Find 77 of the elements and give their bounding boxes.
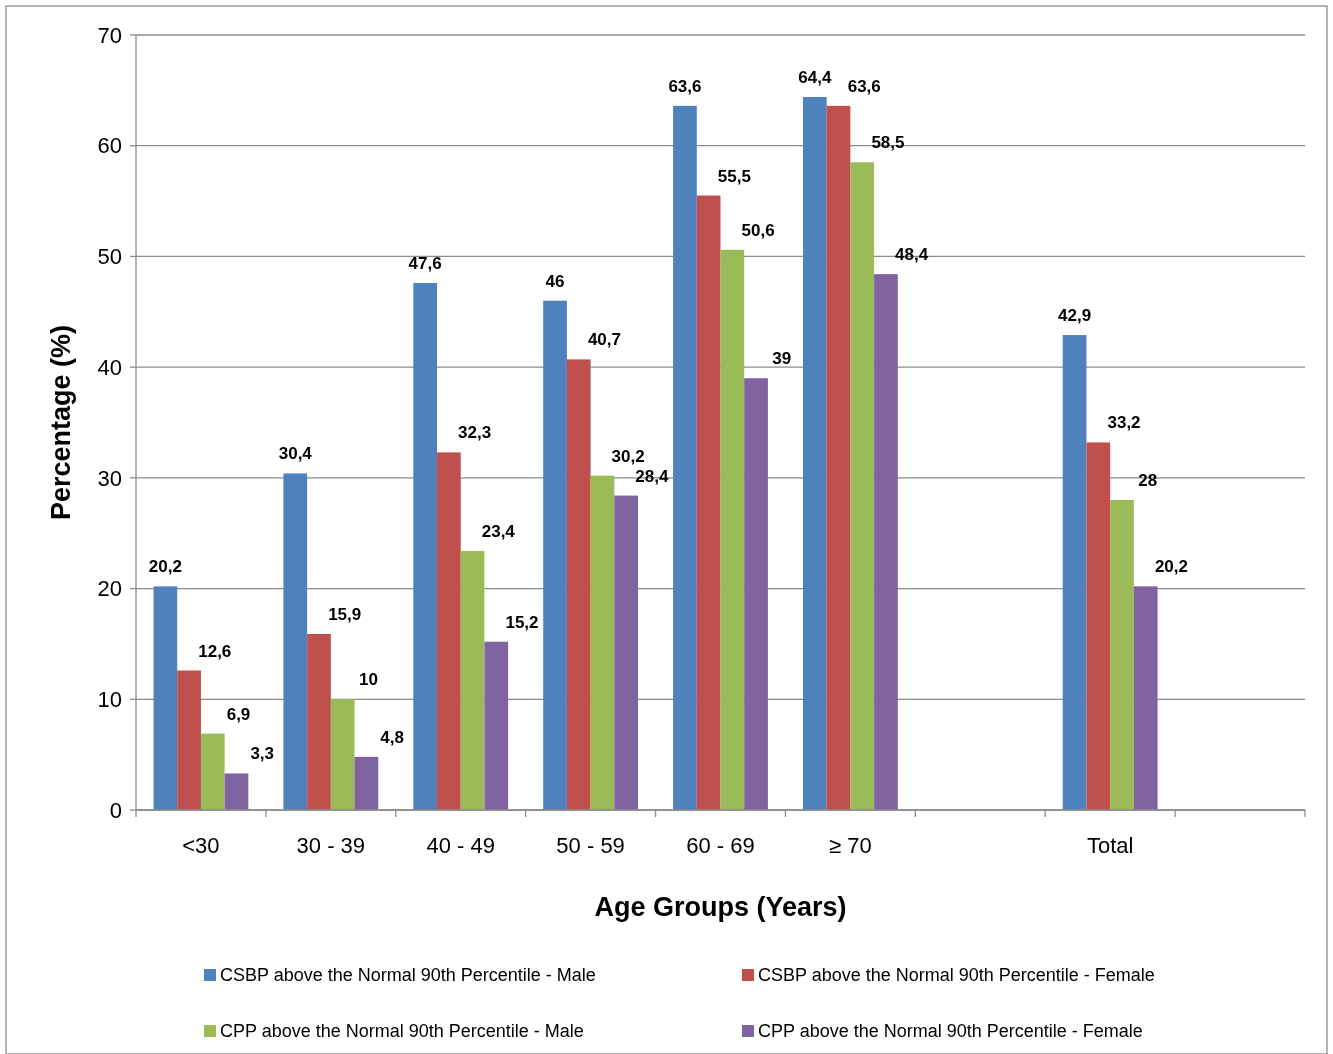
data-label: 63,6 [668, 76, 702, 96]
x-tick-label: 30 - 39 [296, 833, 366, 858]
y-tick-label: 20 [97, 576, 122, 602]
data-label: 15,9 [328, 604, 362, 624]
data-label: 15,2 [505, 612, 539, 632]
legend-label: CPP above the Normal 90th Percentile - Female [758, 1021, 1143, 1042]
bar [673, 105, 697, 810]
bar [543, 300, 567, 810]
data-label: 58,5 [871, 133, 905, 153]
data-label: 23,4 [481, 521, 516, 541]
bar [566, 359, 591, 810]
bar [696, 195, 721, 810]
data-label: 33,2 [1107, 413, 1141, 433]
data-label: 64,4 [798, 68, 832, 87]
y-tick-label: 0 [109, 797, 122, 823]
data-label: 12,6 [198, 641, 232, 661]
bar [802, 97, 827, 810]
data-label: 42,9 [1058, 306, 1092, 326]
bar [354, 756, 379, 810]
bar [1086, 442, 1111, 810]
data-label: 46 [545, 271, 565, 291]
bar [460, 550, 485, 810]
data-label: 30,2 [611, 446, 645, 466]
bar [153, 586, 178, 810]
x-tick-label: 40 - 49 [426, 833, 495, 858]
bar [330, 699, 355, 810]
bar [307, 633, 331, 810]
data-label: 30,4 [278, 444, 313, 464]
data-label: 28 [1138, 471, 1158, 490]
bar [826, 105, 851, 810]
data-label: 4,8 [380, 727, 404, 747]
data-label: 20,2 [1154, 557, 1188, 577]
legend-label: CSBP above the Normal 90th Percentile - Female [758, 965, 1155, 986]
data-label: 28,4 [635, 466, 669, 486]
x-axis-title: Age Groups (Years) [594, 892, 847, 922]
bar [590, 475, 615, 810]
data-label: 32,3 [458, 423, 492, 443]
data-label: 47,6 [408, 254, 442, 273]
x-tick-label: ≥ 70 [829, 833, 872, 858]
bar [1110, 500, 1134, 810]
bar [720, 249, 745, 810]
data-label: 39 [772, 349, 792, 369]
bar [224, 773, 249, 810]
y-tick-label: 10 [97, 686, 122, 712]
y-axis-title: Percentage (%) [46, 324, 76, 521]
data-label: 20,2 [148, 557, 182, 577]
x-tick-label: 60 - 69 [686, 833, 755, 858]
bar [200, 733, 225, 810]
data-label: 63,6 [847, 76, 881, 96]
y-tick-label: 50 [97, 244, 122, 270]
x-tick-label: Total [1086, 833, 1134, 858]
bar [1133, 586, 1158, 810]
bar [437, 452, 461, 810]
bar [484, 641, 509, 810]
data-label: 10 [358, 670, 378, 690]
bar [177, 670, 201, 810]
bar [874, 274, 898, 810]
x-tick-label: <30 [182, 833, 220, 858]
y-tick-label: 60 [97, 133, 122, 159]
data-label: 6,9 [226, 704, 251, 724]
bar [283, 473, 308, 810]
legend-label: CPP above the Normal 90th Percentile - Male [220, 1021, 584, 1042]
y-tick-label: 30 [97, 465, 122, 491]
data-label: 50,6 [741, 220, 775, 240]
data-label: 55,5 [717, 166, 751, 186]
data-label: 3,3 [250, 744, 275, 764]
data-label: 48,4 [895, 245, 929, 265]
bar [744, 378, 768, 810]
data-label: 40,7 [587, 330, 622, 350]
bar [413, 283, 438, 810]
bar [850, 162, 875, 810]
y-tick-label: 70 [97, 22, 122, 48]
legend-label: CSBP above the Normal 90th Percentile - Male [220, 965, 596, 986]
bar [614, 495, 639, 810]
bar [1062, 335, 1087, 810]
x-tick-label: 50 - 59 [556, 833, 625, 858]
y-tick-label: 40 [97, 354, 122, 380]
